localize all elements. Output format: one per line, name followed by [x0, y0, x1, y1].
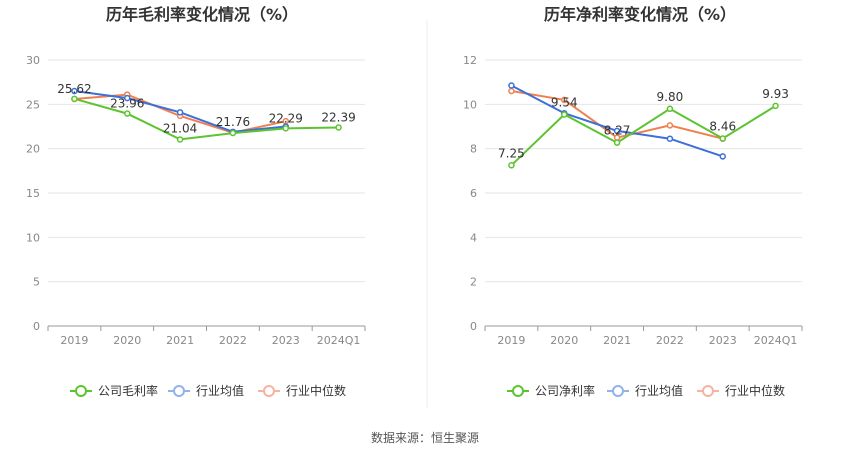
net-margin-legend-marker [612, 385, 624, 397]
gross-margin-data-label: 25.62 [57, 82, 91, 96]
net-margin-data-label: 7.25 [498, 146, 525, 160]
net-margin-industry-avg-point [666, 135, 674, 142]
gross-margin-data-label: 21.04 [163, 121, 197, 135]
net-margin-data-label: 9.93 [762, 87, 789, 101]
gross-margin-company-point [335, 124, 342, 131]
net-margin-legend-label: 公司净利率 [535, 383, 595, 398]
gross-margin-x-tick-label: 2020 [113, 334, 141, 347]
gross-margin-data-label: 22.39 [321, 110, 355, 124]
gross-margin-legend-label: 行业中位数 [286, 383, 346, 398]
gross-margin-company-point [71, 95, 78, 103]
gross-margin-legend-marker [75, 385, 87, 397]
net-margin-industry-median-point [666, 122, 674, 129]
net-margin-x-tick-label: 2024Q1 [754, 334, 798, 347]
gross-margin-company-point [229, 129, 237, 137]
net-margin-data-label: 9.80 [657, 90, 684, 104]
gross-margin-chart-title: 历年毛利率变化情况（%） [106, 5, 298, 24]
gross-margin-company-point [124, 110, 131, 117]
net-margin-y-tick-label: 6 [470, 187, 477, 200]
net-margin-y-tick-label: 8 [470, 143, 477, 156]
net-margin-y-tick-label: 10 [463, 98, 477, 111]
net-margin-company-point [719, 135, 726, 142]
net-margin-y-tick-label: 0 [470, 320, 477, 333]
gross-margin-data-label: 22.29 [269, 111, 303, 125]
gross-margin-x-tick-label: 2024Q1 [317, 334, 361, 347]
net-margin-company-point [613, 139, 621, 146]
net-margin-chart-title: 历年净利率变化情况（%） [544, 5, 736, 24]
net-margin-x-tick-label: 2021 [603, 334, 631, 347]
net-margin-y-tick-label: 2 [470, 276, 477, 289]
net-margin-company-line [510, 105, 777, 167]
gross-margin-industry-avg-point [71, 87, 78, 95]
gross-margin-data-label: 21.76 [216, 115, 250, 129]
gross-margin-x-tick-label: 2019 [60, 334, 88, 347]
gross-margin-y-tick-label: 25 [26, 98, 40, 111]
net-margin-legend-label: 行业中位数 [725, 383, 785, 398]
net-margin-data-label: 8.27 [604, 124, 631, 138]
net-margin-y-tick-label: 4 [470, 231, 477, 244]
net-margin-industry-avg-point [613, 127, 621, 135]
net-margin-company-point [666, 105, 674, 113]
net-margin-industry-median-point [508, 87, 515, 95]
gross-margin-x-tick-label: 2022 [219, 334, 247, 347]
gross-margin-y-tick-label: 5 [33, 276, 40, 289]
gross-margin-legend-marker [173, 385, 185, 397]
gross-margin-legend-label: 行业均值 [196, 383, 244, 398]
net-margin-industry-avg-point [719, 153, 726, 160]
gross-margin-industry-avg-point [176, 109, 184, 116]
net-margin-company-point [508, 162, 515, 169]
net-margin-data-label: 8.46 [709, 119, 736, 133]
net-margin-industry-avg-point [508, 82, 515, 89]
gross-margin-x-tick-label: 2021 [166, 334, 194, 347]
net-margin-x-tick-label: 2019 [497, 334, 525, 347]
gross-margin-data-label: 23.96 [110, 97, 144, 111]
gross-margin-legend-marker [263, 385, 275, 397]
gross-margin-industry-avg-point [124, 94, 131, 102]
gross-margin-company-point [176, 136, 184, 143]
net-margin-legend-label: 行业均值 [635, 383, 683, 398]
net-margin-y-tick-label: 12 [463, 54, 477, 67]
net-margin-legend-marker [702, 385, 714, 397]
gross-margin-y-tick-label: 20 [26, 143, 40, 156]
gross-margin-x-tick-label: 2023 [272, 334, 300, 347]
gross-margin-y-tick-label: 10 [26, 231, 40, 244]
source-note: 数据来源：恒生聚源 [370, 431, 479, 445]
net-margin-x-tick-label: 2023 [709, 334, 737, 347]
net-margin-legend-marker [512, 385, 524, 397]
net-margin-x-tick-label: 2022 [656, 334, 684, 347]
net-margin-x-tick-label: 2020 [550, 334, 578, 347]
gross-margin-company-point [282, 125, 289, 132]
net-margin-industry-median-point [561, 96, 568, 104]
gross-margin-company-line [74, 97, 339, 141]
net-margin-company-point [772, 102, 779, 110]
gross-margin-legend-label: 公司毛利率 [98, 383, 158, 398]
gross-margin-y-tick-label: 0 [33, 320, 40, 333]
gross-margin-y-tick-label: 30 [26, 54, 40, 67]
gross-margin-y-tick-label: 15 [26, 187, 40, 200]
net-margin-company-point [561, 111, 568, 118]
net-margin-data-label: 9.54 [551, 96, 578, 110]
